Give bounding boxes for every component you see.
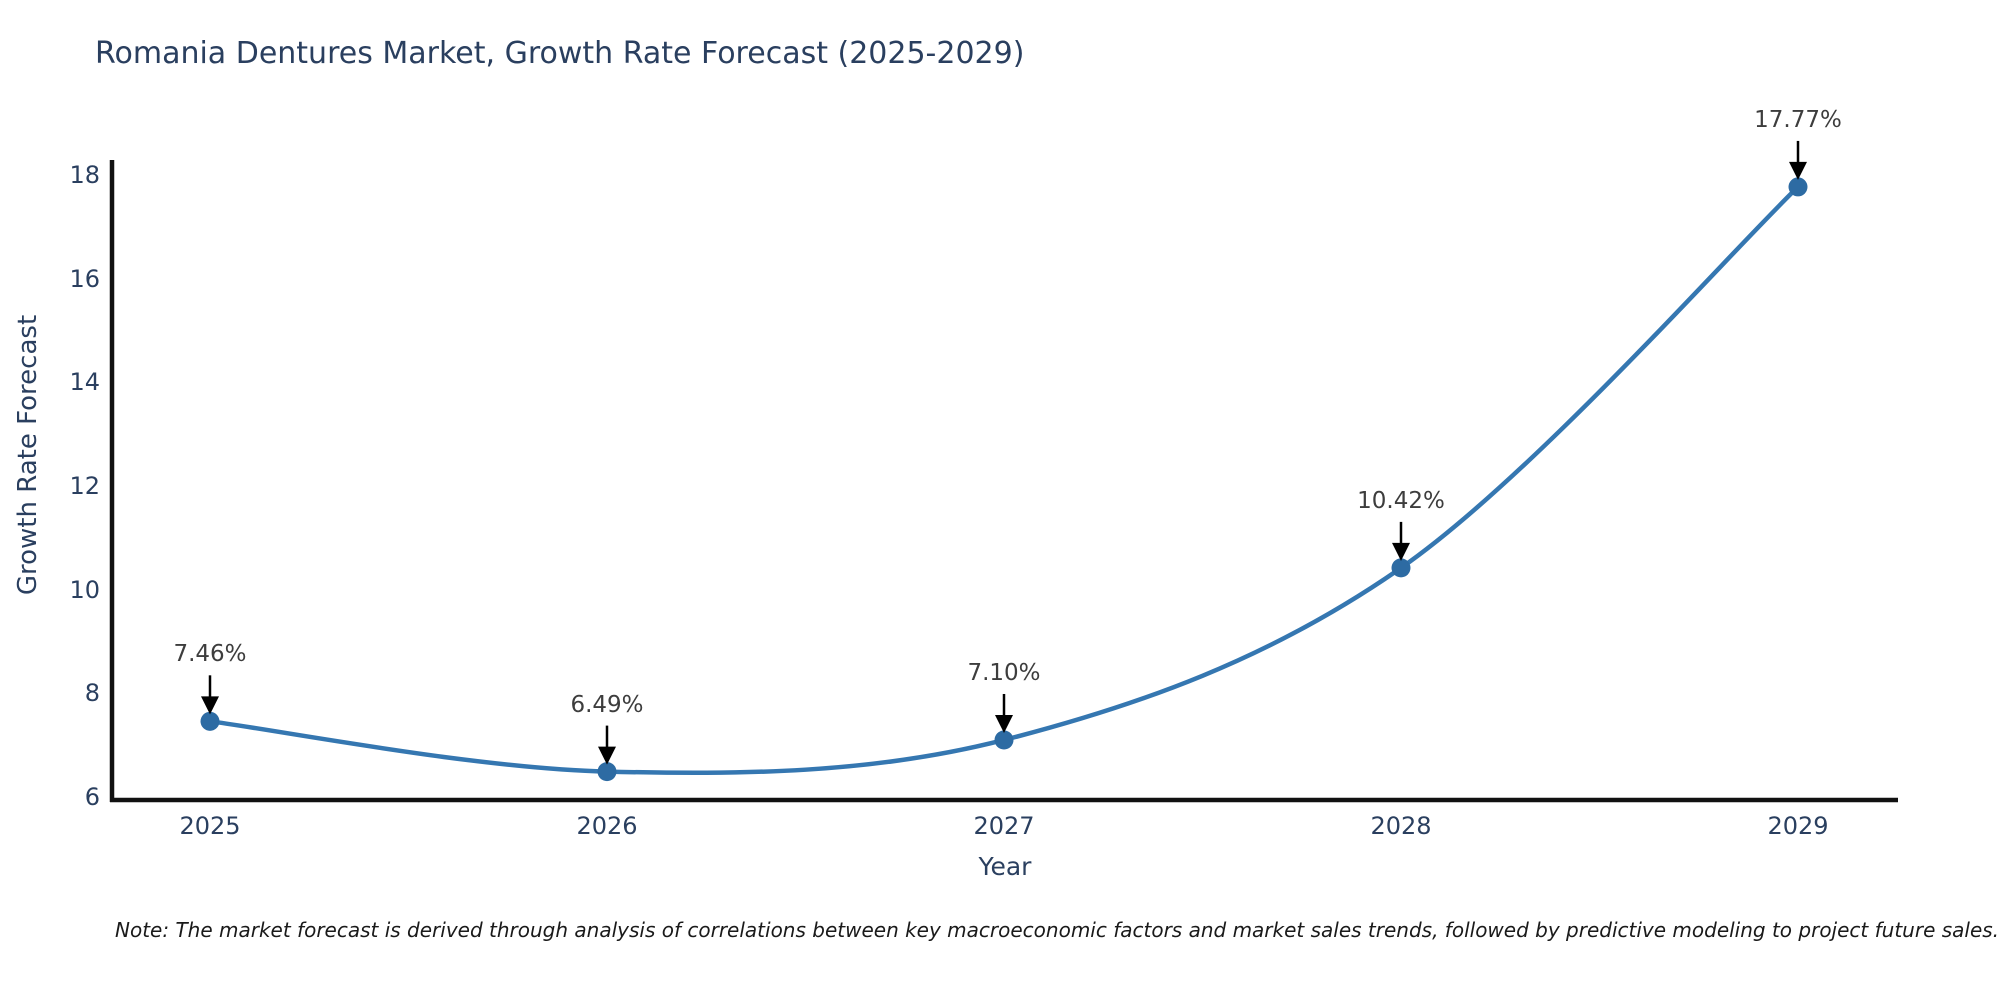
x-tick-label: 2028: [1370, 812, 1432, 840]
data-point-marker: [994, 730, 1014, 750]
data-point-marker: [200, 711, 220, 731]
x-axis-label: Year: [978, 852, 1032, 881]
data-point-value-label: 7.10%: [967, 659, 1041, 686]
data-point-marker: [1788, 177, 1808, 197]
y-tick-label: 6: [84, 783, 100, 811]
y-tick-label: 14: [69, 368, 100, 397]
x-tick-label: 2029: [1767, 812, 1829, 840]
annotation-arrow-head: [598, 746, 616, 765]
line-series: [207, 184, 1801, 776]
data-point-value-label: 17.77%: [1754, 106, 1842, 133]
y-tick-label: 10: [69, 575, 100, 604]
x-tick-label: 2027: [973, 812, 1035, 840]
x-tick-label: 2025: [179, 812, 241, 840]
y-tick-label: 16: [69, 264, 100, 293]
chart-title: Romania Dentures Market, Growth Rate For…: [95, 36, 1025, 71]
annotation-arrow-head: [1392, 542, 1410, 561]
y-tick-label: 12: [69, 472, 100, 500]
data-point-value-label: 6.49%: [570, 691, 644, 718]
x-tick-label: 2026: [576, 812, 638, 840]
annotation-arrow-head: [201, 696, 219, 715]
data-point-marker: [1391, 558, 1411, 578]
data-point-value-label: 7.46%: [173, 641, 247, 668]
footnote: Note: The market forecast is derived thr…: [115, 918, 2000, 942]
data-point-value-label: 10.42%: [1357, 487, 1445, 514]
y-tick-label: 8: [84, 679, 100, 708]
data-point-marker: [597, 762, 617, 782]
y-tick-label: 18: [69, 161, 100, 189]
annotation-arrow-head: [1789, 161, 1807, 180]
annotation-arrow-head: [995, 714, 1013, 733]
